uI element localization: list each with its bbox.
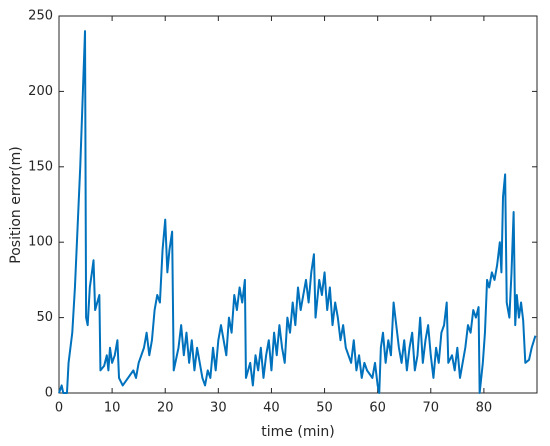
y-tick-label: 200: [28, 84, 53, 99]
x-tick-label: 0: [55, 401, 63, 416]
x-tick-label: 70: [423, 401, 440, 416]
x-tick-label: 60: [369, 401, 386, 416]
y-tick-label: 250: [28, 9, 53, 24]
y-tick-label: 50: [36, 310, 53, 325]
y-tick-label: 0: [45, 386, 53, 401]
x-tick-label: 50: [316, 401, 333, 416]
y-tick-label: 100: [28, 235, 53, 250]
x-tick-label: 10: [104, 401, 121, 416]
y-tick-label: 150: [28, 159, 53, 174]
x-tick-label: 80: [476, 401, 493, 416]
plot-area: [58, 15, 538, 394]
x-tick-label: 20: [157, 401, 174, 416]
y-axis-label: Position error(m): [8, 146, 24, 263]
x-tick-label: 30: [210, 401, 227, 416]
x-tick-label: 40: [263, 401, 280, 416]
data-line: [58, 30, 537, 394]
x-axis-label: time (min): [261, 424, 334, 440]
